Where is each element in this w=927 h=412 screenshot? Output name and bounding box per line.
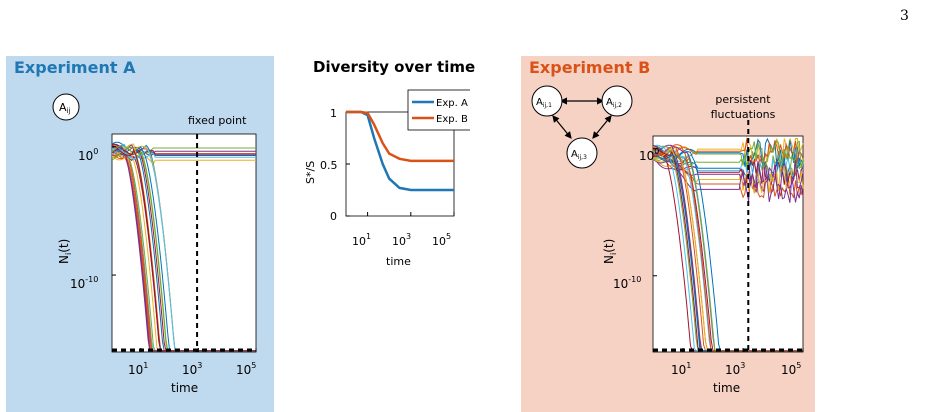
node-aij1 xyxy=(531,85,563,117)
panel-experiment-a: Experiment A Aij fixed point 100 10-10 1… xyxy=(6,56,274,412)
node-aij xyxy=(52,93,80,121)
panel-b-title: Experiment B xyxy=(529,58,651,77)
div-xtick-0: 101 xyxy=(352,232,371,248)
xlabel-a: time xyxy=(171,381,198,395)
legend-label-exp-a: Exp. A xyxy=(436,98,468,109)
species-line-3 xyxy=(111,146,256,156)
diversity-chart: Exp. A Exp. B 1 0.5 0 101 103 105 time S… xyxy=(304,89,470,268)
node-aij2-label: Aij,2 xyxy=(606,97,622,109)
panel-a-title: Experiment A xyxy=(14,58,136,77)
ytick-a-0: 100 xyxy=(78,147,98,163)
panel-b-figure: Aij,1 Aij,2 Aij,3 persistent fluctuation… xyxy=(531,85,804,395)
xlabel-b: time xyxy=(713,381,740,395)
div-ytick-1: 1 xyxy=(330,107,337,120)
series-exp-b-line xyxy=(346,110,454,163)
panel-a-figure: Aij fixed point 100 10-10 101 103 105 ti… xyxy=(52,93,257,395)
div-xlabel: time xyxy=(386,255,411,268)
xtick-b-1: 103 xyxy=(725,361,745,377)
page-number: 3 xyxy=(900,8,909,24)
xtick-b-0: 101 xyxy=(671,361,691,377)
div-xtick-1: 103 xyxy=(392,232,411,248)
div-xtick-2: 105 xyxy=(432,232,451,248)
ytick-a-1: 10-10 xyxy=(70,275,98,291)
panel-experiment-b: Experiment B Aij,1 Aij,2 Aij,3 persisten… xyxy=(521,56,815,412)
div-ytick-05: 0.5 xyxy=(320,159,338,172)
annotation-line-1: persistent xyxy=(715,93,771,106)
node-aij-label: Aij xyxy=(59,101,70,115)
node-aij3-label: Aij,3 xyxy=(571,149,587,161)
xtick-a-1: 103 xyxy=(182,361,202,377)
plot-a-axes xyxy=(111,133,257,353)
annotation-line-2: fluctuations xyxy=(711,108,776,121)
xtick-b-2: 105 xyxy=(781,361,801,377)
node-aij3 xyxy=(566,137,598,169)
ylabel-a: Ni(t) xyxy=(57,239,73,264)
ytick-b-1: 10-10 xyxy=(613,275,641,291)
diversity-chart-title: Diversity over time xyxy=(313,58,476,76)
arrow-1-3 xyxy=(552,115,572,139)
node-aij2 xyxy=(601,85,633,117)
legend xyxy=(407,89,470,131)
fixed-point-annotation: fixed point xyxy=(188,114,247,127)
node-aij1-label: Aij,1 xyxy=(536,97,552,109)
species-line-8 xyxy=(652,138,804,164)
div-ylabel: S*/S xyxy=(304,161,317,184)
ylabel-b: Ni(t) xyxy=(602,239,618,264)
ytick-b-0: 100 xyxy=(639,147,659,163)
div-ytick-0: 0 xyxy=(330,210,337,223)
xtick-a-2: 105 xyxy=(236,361,256,377)
arrow-2-3 xyxy=(592,115,612,139)
xtick-a-0: 101 xyxy=(128,361,148,377)
legend-label-exp-b: Exp. B xyxy=(436,114,468,125)
